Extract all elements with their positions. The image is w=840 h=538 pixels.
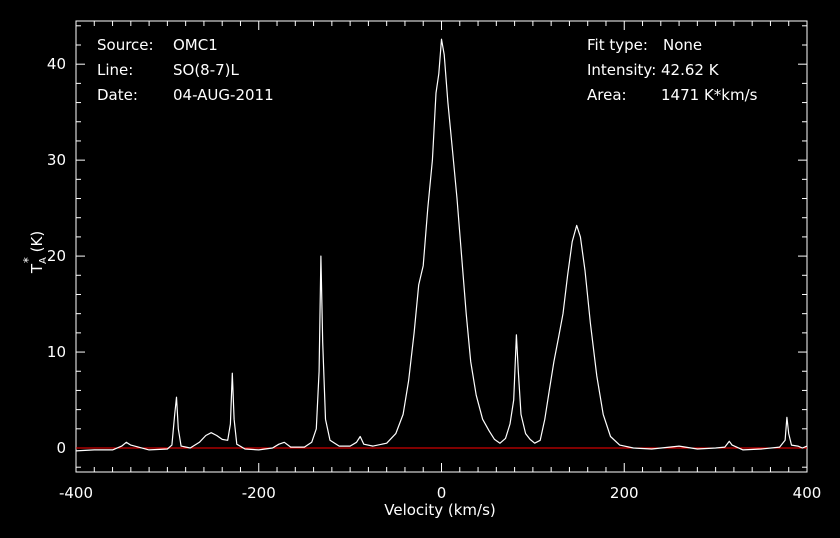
y-axis-ticks: 0 10 20 30 40 — [47, 25, 807, 468]
info-right-key: Area: — [587, 86, 627, 104]
x-tick-label: -200 — [242, 484, 276, 502]
x-axis-label: Velocity (km/s) — [384, 501, 495, 519]
info-left-value: 04-AUG-2011 — [173, 86, 274, 104]
x-axis-ticks: -400 -200 0 200 400 — [59, 21, 821, 502]
x-tick-label: -400 — [59, 484, 93, 502]
info-panel: Source: OMC1 Line: SO(8-7)L Date: 04-AUG-2011… — [97, 36, 758, 104]
info-right-value: 1471 K*km/s — [661, 86, 758, 104]
x-tick-label: 200 — [610, 484, 639, 502]
info-right-value: 42.62 K — [661, 61, 720, 79]
x-tick-label: 400 — [793, 484, 822, 502]
y-tick-label: 10 — [47, 343, 66, 361]
info-left-key: Source: — [97, 36, 154, 54]
x-tick-label: 0 — [437, 484, 447, 502]
info-left-value: SO(8-7)L — [173, 61, 240, 79]
info-right-key: Fit type: — [587, 36, 648, 54]
y-axis-label-main: T — [28, 263, 46, 274]
y-tick-label: 0 — [56, 439, 66, 457]
y-axis-label-sup: * — [21, 257, 35, 263]
info-left-value: OMC1 — [173, 36, 218, 54]
info-right-value: None — [663, 36, 702, 54]
info-right-key: Intensity: — [587, 61, 656, 79]
y-axis-label: TA* (K) — [21, 231, 49, 274]
y-tick-label: 30 — [47, 151, 66, 169]
info-left-key: Line: — [97, 61, 133, 79]
y-axis-label-unit: (K) — [28, 231, 46, 257]
y-axis-label-sub: A — [38, 257, 49, 264]
y-tick-label: 20 — [47, 247, 66, 265]
spectrum-series — [75, 38, 808, 452]
series-line — [75, 38, 808, 452]
y-tick-label: 40 — [47, 55, 66, 73]
info-left-key: Date: — [97, 86, 138, 104]
